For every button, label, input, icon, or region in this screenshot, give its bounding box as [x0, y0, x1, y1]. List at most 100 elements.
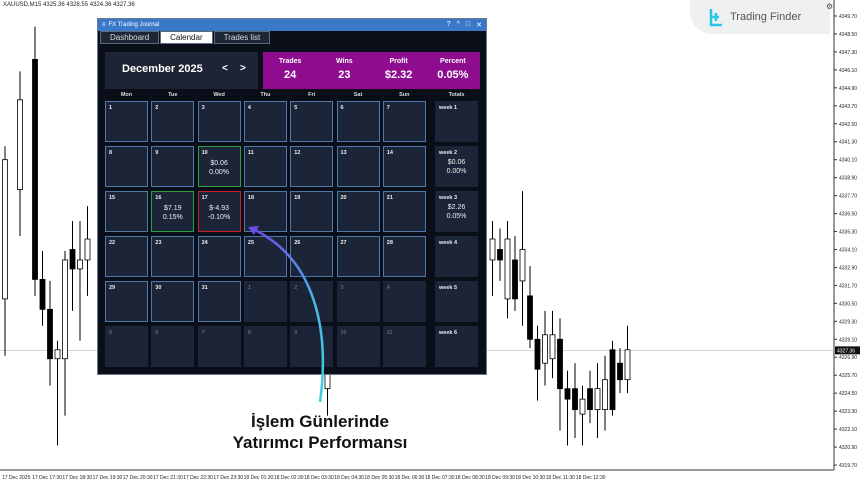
- calendar-day-cell[interactable]: 4: [382, 281, 426, 322]
- calendar-day-cell[interactable]: 2: [290, 281, 334, 322]
- calendar-day-cell[interactable]: 1: [243, 281, 287, 322]
- calendar-day-cell[interactable]: 23: [151, 236, 195, 277]
- calendar-day-cell[interactable]: 6: [336, 101, 380, 142]
- calendar-day-cell[interactable]: 28: [382, 236, 426, 277]
- summary-stats: Trades 24 Wins 23 Profit $2.32 Percent 0.05%: [263, 52, 480, 89]
- time-tick-label: 17 Dec 22:30: [183, 475, 213, 481]
- bullish-candle: [17, 99, 23, 191]
- time-tick-label: 17 Dec 20:30: [123, 475, 153, 481]
- price-tick-label: 4322.10: [839, 427, 857, 433]
- calendar-day-cell[interactable]: 5: [290, 101, 334, 142]
- time-tick-label: 18 Dec 08:30: [455, 475, 485, 481]
- stat-profit: Profit $2.32: [384, 58, 413, 81]
- week-total-cell: week 3 $2.26 0.05%: [435, 191, 478, 232]
- help-button[interactable]: ?: [446, 21, 451, 28]
- bullish-candle: [77, 259, 83, 270]
- price-tick-label: 4342.50: [839, 122, 857, 128]
- price-tick-label: 4334.10: [839, 247, 857, 253]
- calendar-day-cell[interactable]: 1: [105, 101, 148, 142]
- trading-finder-logo: Trading Finder: [690, 0, 830, 34]
- close-button[interactable]: ✕: [476, 22, 482, 29]
- totals-header: Totals: [448, 92, 465, 98]
- tab-calendar[interactable]: Calendar: [160, 31, 213, 44]
- bearish-candle: [587, 388, 593, 411]
- time-tick-label: 17 Dec 2025: [2, 475, 31, 481]
- time-tick-label: 17 Dec 21:30: [153, 475, 183, 481]
- bullish-candle: [489, 238, 496, 261]
- time-tick-label: 18 Dec 03:30: [304, 475, 334, 481]
- tab-trades-list[interactable]: Trades list: [213, 31, 271, 44]
- maximize-button[interactable]: □: [465, 21, 471, 28]
- calendar-day-cell[interactable]: 7: [197, 326, 241, 367]
- calendar-day-cell[interactable]: 10 $0.06 0.00%: [197, 146, 241, 187]
- calendar-day-cell[interactable]: 16 $7.19 0.15%: [151, 191, 195, 232]
- next-month-button[interactable]: >: [240, 63, 246, 74]
- day-header: Fri: [308, 92, 316, 98]
- calendar-day-cell[interactable]: 10: [336, 326, 380, 367]
- week-total-cell: week 2 $0.06 0.00%: [435, 146, 478, 187]
- calendar-day-cell[interactable]: 8: [105, 146, 148, 187]
- time-tick-label: 18 Dec 04:30: [334, 475, 364, 481]
- calendar-day-cell[interactable]: 4: [243, 101, 287, 142]
- calendar-day-cell[interactable]: 15: [105, 191, 148, 232]
- week-total-cell: week 6: [435, 326, 478, 367]
- tab-dashboard[interactable]: Dashboard: [100, 31, 160, 44]
- bullish-candle: [62, 259, 68, 360]
- time-tick-label: 18 Dec 06:30: [395, 475, 425, 481]
- calendar-day-cell[interactable]: 9: [151, 146, 195, 187]
- bearish-candle: [609, 349, 616, 411]
- time-tick-label: 18 Dec 05:30: [364, 475, 394, 481]
- calendar-day-cell[interactable]: 9: [290, 326, 334, 367]
- calendar-day-cell[interactable]: 18: [243, 191, 287, 232]
- calendar-day-cell[interactable]: 3: [336, 281, 380, 322]
- window-titlebar[interactable]: ≡ FX Trading Journal ? ^ □ ✕: [98, 19, 486, 31]
- calendar-day-cell[interactable]: 11: [243, 146, 287, 187]
- calendar-day-cell[interactable]: 25: [243, 236, 287, 277]
- day-header: Mon: [120, 92, 133, 98]
- minimize-button[interactable]: ^: [456, 21, 460, 28]
- time-tick-label: 17 Dec 17:30: [32, 475, 62, 481]
- calendar-day-cell[interactable]: 12: [290, 146, 334, 187]
- calendar-day-cell[interactable]: 26: [290, 236, 334, 277]
- calendar-day-cell[interactable]: 31: [197, 281, 241, 322]
- time-tick-label: 17 Dec 18:30: [62, 475, 92, 481]
- price-tick-label: 4341.30: [839, 140, 857, 146]
- calendar-day-cell[interactable]: 30: [151, 281, 195, 322]
- calendar-day-cell[interactable]: 29: [105, 281, 148, 322]
- calendar-day-cell[interactable]: 17 $-4.93 -0.10%: [197, 191, 241, 232]
- price-tick-label: 4325.70: [839, 373, 857, 379]
- calendar-day-cell[interactable]: 6: [151, 326, 195, 367]
- calendar-day-cell[interactable]: 7: [382, 101, 426, 142]
- calendar-day-cell[interactable]: 5: [105, 326, 148, 367]
- week-total-cell: week 5: [435, 281, 478, 322]
- month-header: December 2025 < >: [105, 52, 258, 89]
- calendar-day-cell[interactable]: 19: [290, 191, 334, 232]
- calendar-day-cell[interactable]: 11: [382, 326, 426, 367]
- calendar-day-cell[interactable]: 8: [243, 326, 287, 367]
- calendar-day-cell[interactable]: 2: [151, 101, 195, 142]
- calendar-day-cell[interactable]: 13: [336, 146, 380, 187]
- calendar-day-cell[interactable]: 21: [382, 191, 426, 232]
- calendar-day-cell[interactable]: 27: [336, 236, 380, 277]
- chart-settings-icon[interactable]: ⚙: [826, 2, 834, 11]
- bearish-candle: [534, 338, 541, 370]
- day-header: Wed: [213, 92, 225, 98]
- price-tick-label: 4348.50: [839, 32, 857, 38]
- bullish-candle: [602, 379, 608, 411]
- price-tick-label: 4326.90: [839, 355, 857, 361]
- time-tick-label: 18 Dec 02:30: [274, 475, 304, 481]
- price-tick-label: 4319.70: [839, 463, 857, 469]
- prev-month-button[interactable]: <: [222, 63, 228, 74]
- calendar-day-cell[interactable]: 20: [336, 191, 380, 232]
- calendar-day-cell[interactable]: 22: [105, 236, 148, 277]
- price-tick-label: 4340.10: [839, 158, 857, 164]
- price-tick-label: 4328.10: [839, 337, 857, 343]
- bullish-candle: [84, 238, 91, 261]
- calendar-day-cell[interactable]: 3: [197, 101, 241, 142]
- calendar-day-cell[interactable]: 24: [197, 236, 241, 277]
- bearish-candle: [527, 295, 533, 340]
- calendar-day-cell[interactable]: 14: [382, 146, 426, 187]
- time-tick-label: 18 Dec 01:30: [244, 475, 274, 481]
- fx-trading-journal-window: ≡ FX Trading Journal ? ^ □ ✕ Dashboard C…: [97, 18, 487, 375]
